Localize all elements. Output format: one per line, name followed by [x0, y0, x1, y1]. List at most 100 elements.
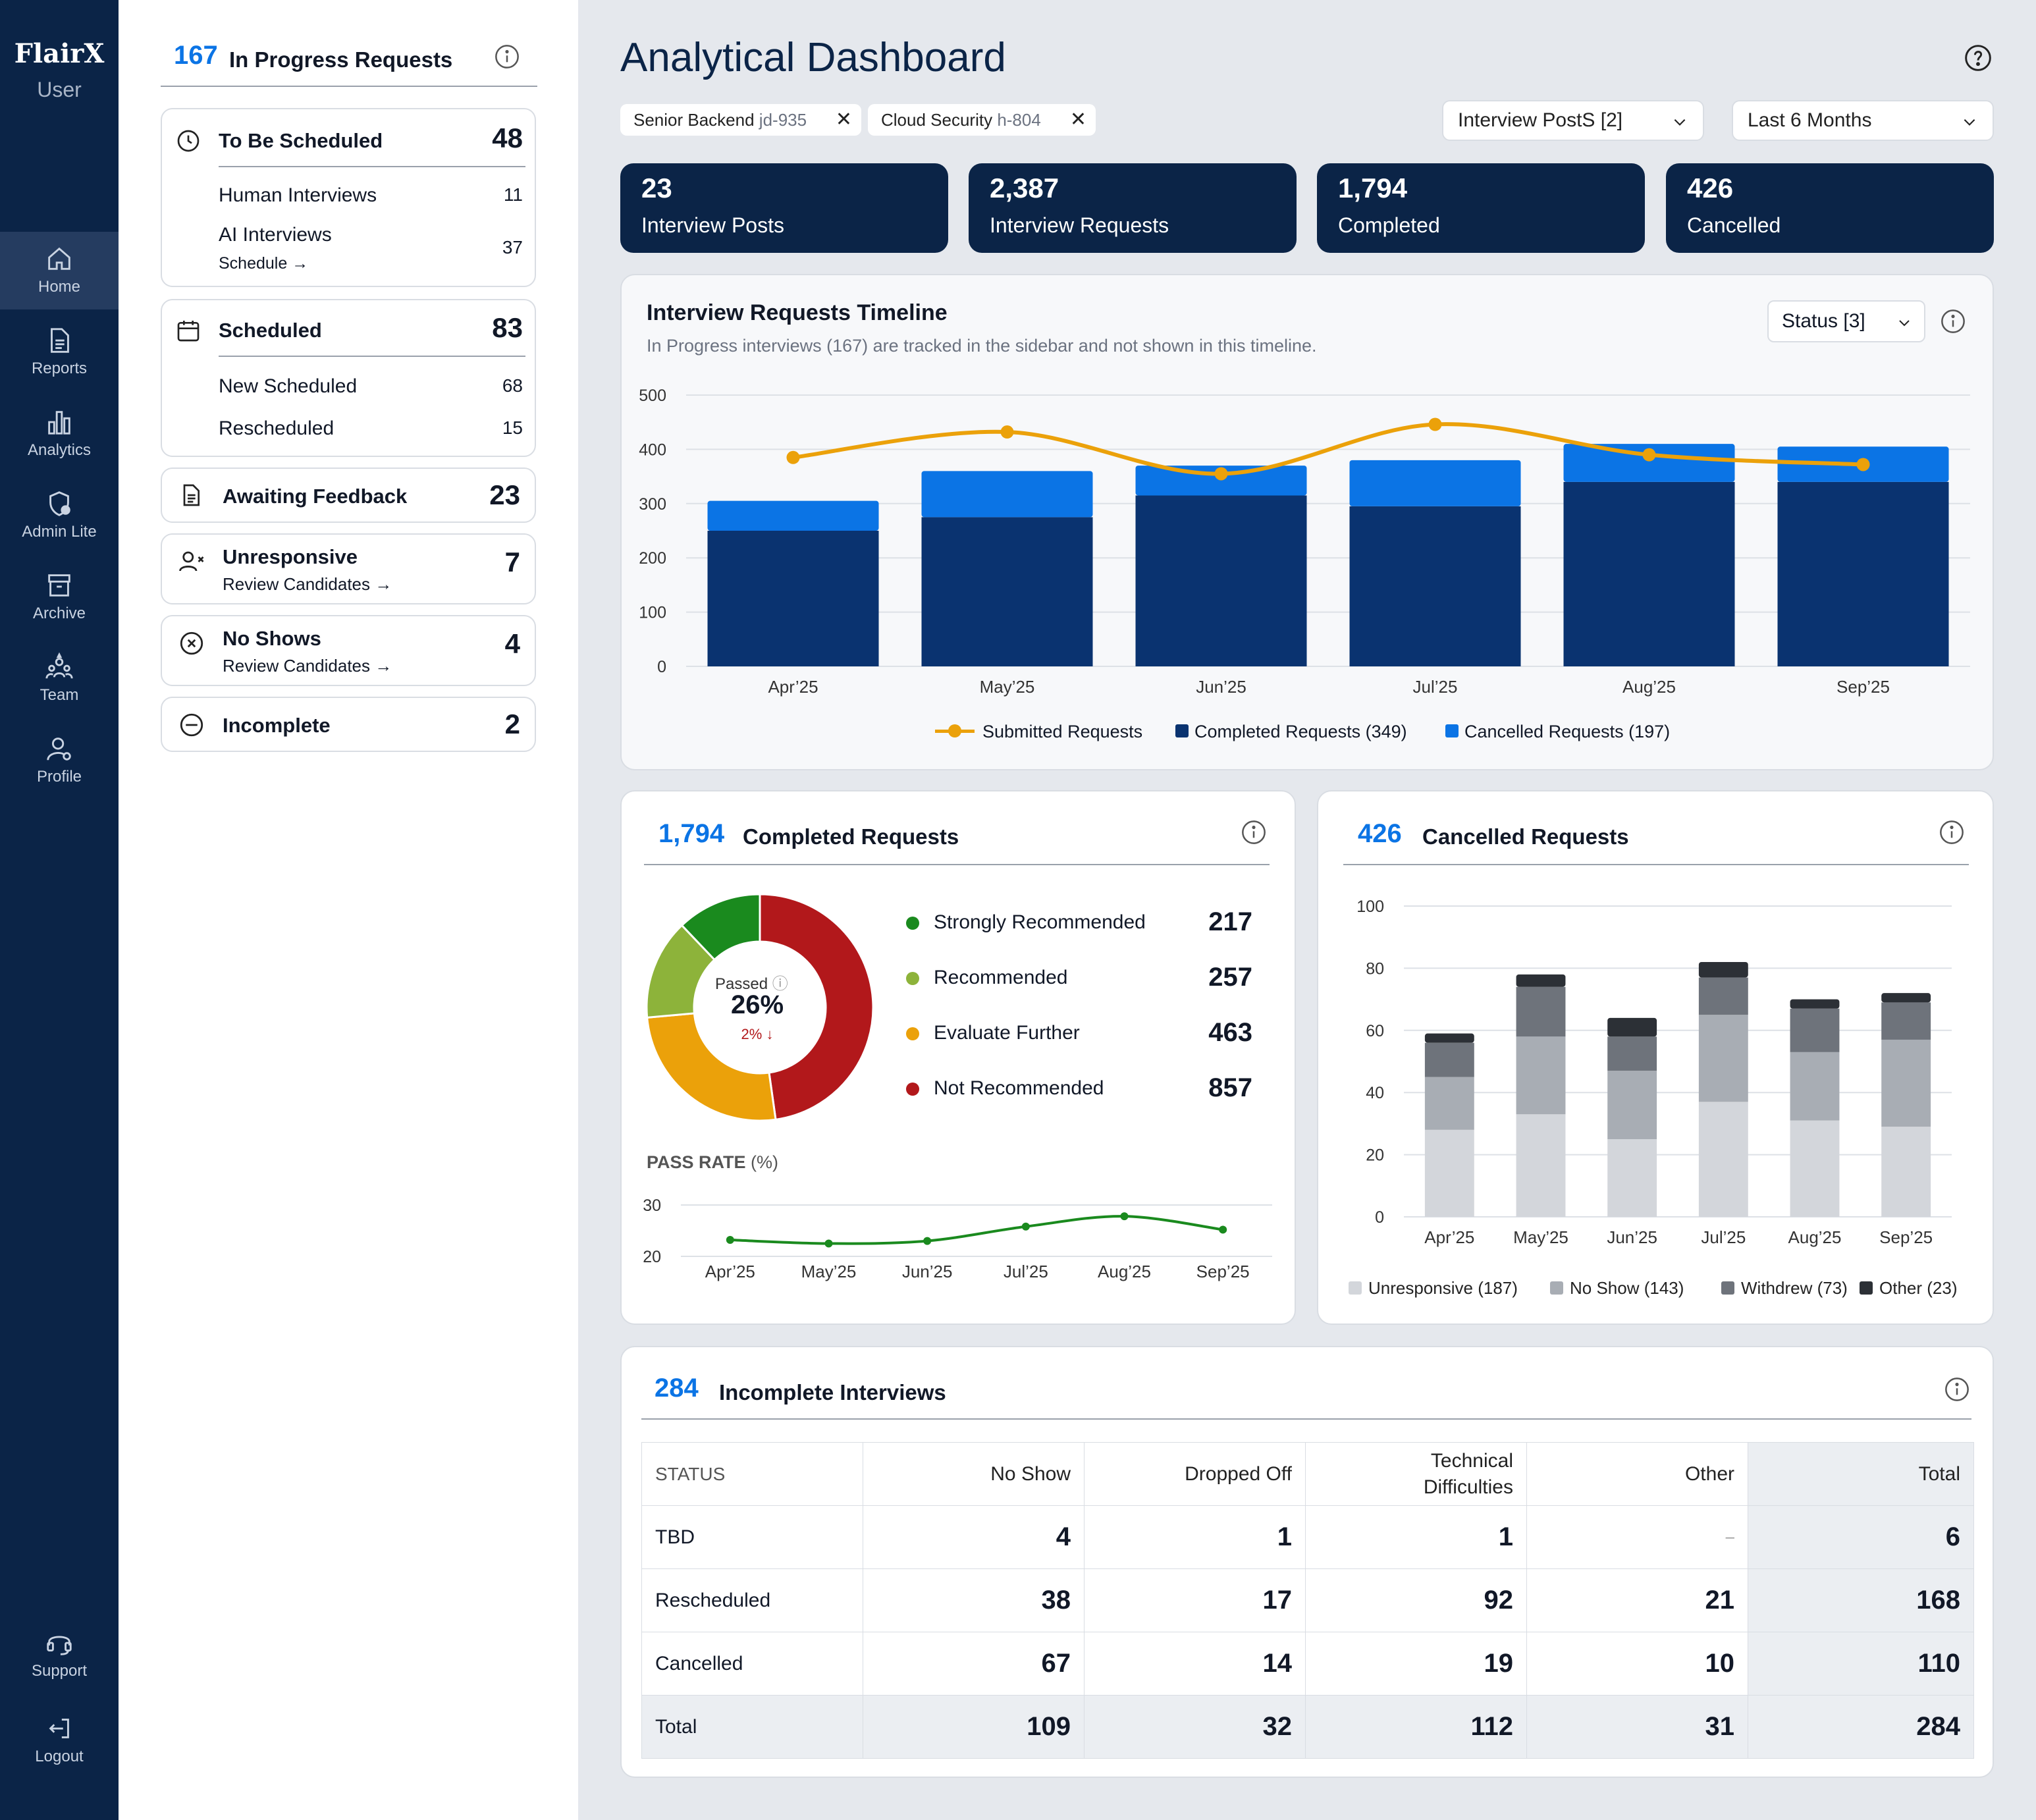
filter-chip-senior-backend[interactable]: Senior Backend jd-935 ✕ — [620, 104, 861, 136]
incomplete-interviews-count: 284 — [655, 1374, 699, 1403]
cell: 19 — [1305, 1632, 1527, 1696]
info-icon[interactable] — [1944, 1376, 1970, 1403]
nav-analytics[interactable]: Analytics — [0, 395, 119, 473]
legend-swatch — [1550, 1281, 1563, 1295]
cell: 32 — [1084, 1695, 1306, 1759]
pass-rate-point — [824, 1239, 833, 1248]
info-icon[interactable] — [1940, 308, 1966, 335]
nav-home[interactable]: Home — [0, 232, 119, 309]
legend-dot — [948, 724, 961, 737]
incomplete-card[interactable]: Incomplete 2 — [161, 697, 536, 752]
arrow-right-icon: → — [375, 656, 392, 676]
info-icon[interactable] — [1241, 819, 1267, 845]
nav-logout[interactable]: Logout — [0, 1701, 119, 1779]
new-scheduled-count: 68 — [502, 375, 523, 396]
y-tick-label: 20 — [1366, 1146, 1384, 1165]
status-dropdown[interactable]: Status [3] — [1767, 300, 1925, 342]
in-progress-panel: 167 In Progress Requests To Be Scheduled… — [119, 0, 578, 1820]
table-row: Rescheduled 38 17 92 21 168 — [641, 1568, 1974, 1632]
stat-label: Interview Posts — [641, 213, 784, 237]
x-tick-label: Apr’25 — [768, 677, 818, 697]
nav-reports[interactable]: Reports — [0, 313, 119, 391]
to-be-scheduled-count: 48 — [492, 122, 523, 153]
nav-label: Logout — [35, 1748, 84, 1765]
x-tick-label: Apr’25 — [1424, 1227, 1474, 1247]
scheduled-count: 83 — [492, 312, 523, 343]
awaiting-feedback-card[interactable]: Awaiting Feedback 23 — [161, 468, 536, 523]
brand-logo: FlairX — [14, 38, 105, 69]
stat-label: Cancelled — [1687, 213, 1781, 237]
minus-circle-icon — [180, 713, 203, 737]
x-tick-label: Aug’25 — [1622, 677, 1676, 697]
y-tick-label: 0 — [1375, 1208, 1384, 1227]
bar-segment — [1790, 999, 1840, 1009]
cell: 4 — [863, 1505, 1085, 1569]
legend-dot — [906, 972, 919, 985]
timeline-card: Interview Requests Timeline In Progress … — [620, 274, 1994, 770]
legend-swatch — [1860, 1281, 1873, 1295]
filter-chip-cloud-security[interactable]: Cloud Security h-804 ✕ — [868, 104, 1096, 136]
timeline-title: Interview Requests Timeline — [647, 300, 948, 325]
unresponsive-label: Unresponsive — [223, 545, 358, 568]
y-tick-label: 200 — [639, 549, 666, 568]
nav-profile[interactable]: Profile — [0, 722, 119, 799]
legend-cancelled: Cancelled Requests (197) — [1464, 722, 1671, 741]
period-dropdown[interactable]: Last 6 Months — [1732, 100, 1994, 141]
x-tick-label: Jul’25 — [1004, 1262, 1048, 1281]
cancelled-title: Cancelled Requests — [1422, 824, 1629, 849]
scheduled-card[interactable]: Scheduled 83 New Scheduled 68 Reschedule… — [161, 299, 536, 457]
bar-segment — [1516, 974, 1566, 987]
nav-support[interactable]: Support — [0, 1616, 119, 1694]
bar-cancelled — [1349, 460, 1521, 506]
close-icon[interactable]: ✕ — [1069, 109, 1086, 130]
submitted-point — [1000, 425, 1014, 439]
cell: 112 — [1305, 1695, 1527, 1759]
stat-value: 426 — [1687, 173, 1734, 203]
pass-rate-line — [730, 1215, 1223, 1245]
logout-icon — [49, 1719, 69, 1738]
legend-completed: Completed Requests (349) — [1194, 722, 1407, 741]
bar-segment — [1424, 1077, 1474, 1130]
info-icon[interactable] — [494, 43, 520, 70]
cell: 92 — [1305, 1568, 1527, 1632]
schedule-link[interactable]: Schedule → — [219, 254, 309, 273]
info-icon: ⓘ — [772, 975, 788, 993]
page-title: Analytical Dashboard — [620, 35, 1006, 80]
legend-swatch — [1721, 1281, 1734, 1295]
no-shows-card[interactable]: No Shows 4 Review Candidates → — [161, 615, 536, 686]
bar-cancelled — [707, 500, 879, 531]
info-icon[interactable] — [1939, 819, 1965, 845]
bar-segment — [1698, 977, 1748, 1015]
cell: 1 — [1084, 1505, 1306, 1569]
submitted-point — [1856, 458, 1870, 471]
review-candidates-link[interactable]: Review Candidates → — [223, 656, 392, 676]
stat-value: 1,794 — [1338, 173, 1408, 203]
submitted-line — [793, 422, 1863, 476]
review-candidates-link[interactable]: Review Candidates → — [223, 574, 392, 594]
x-tick-label: Aug’25 — [1098, 1262, 1151, 1281]
unresponsive-card[interactable]: Unresponsive 7 Review Candidates → — [161, 533, 536, 604]
bar-cancelled — [1563, 444, 1735, 482]
nav-admin-lite[interactable]: Admin Lite — [0, 477, 119, 554]
stat-interview-requests: 2,387 Interview Requests — [969, 163, 1297, 253]
no-shows-label: No Shows — [223, 627, 321, 650]
cell: 109 — [863, 1695, 1085, 1759]
interview-posts-dropdown[interactable]: Interview PostS [2] — [1442, 100, 1704, 141]
incomplete-interviews-title: Incomplete Interviews — [719, 1380, 946, 1405]
to-be-scheduled-card[interactable]: To Be Scheduled 48 Human Interviews 11 A… — [161, 108, 536, 287]
scheduled-label: Scheduled — [219, 319, 322, 342]
legend-dot — [906, 1027, 919, 1040]
close-icon[interactable]: ✕ — [835, 109, 852, 130]
x-tick-label: May’25 — [1513, 1227, 1568, 1247]
nav-team[interactable]: Team — [0, 640, 119, 718]
nav-label: Home — [38, 278, 81, 296]
row-label: Rescheduled — [641, 1568, 863, 1632]
help-icon[interactable] — [1964, 43, 1993, 72]
nav-archive[interactable]: Archive — [0, 558, 119, 636]
legend-dot — [906, 1083, 919, 1096]
x-tick-label: Sep’25 — [1879, 1227, 1933, 1247]
submitted-point — [1642, 448, 1656, 462]
profile-icon — [47, 737, 71, 761]
rescheduled-count: 15 — [502, 417, 523, 438]
row-label: Cancelled — [641, 1632, 863, 1696]
